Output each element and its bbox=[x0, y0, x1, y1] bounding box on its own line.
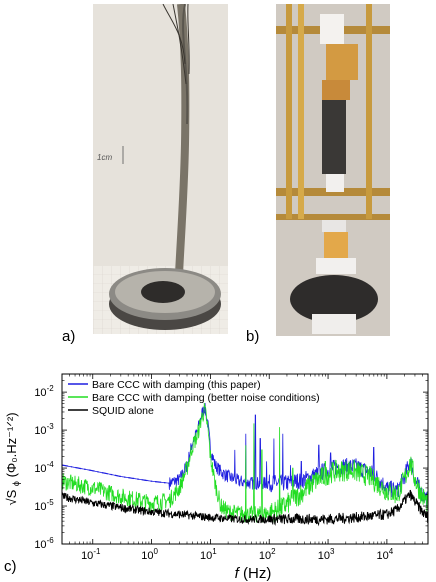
legend-entry: Bare CCC with damping (better noise cond… bbox=[92, 392, 320, 404]
photo-a-sample: 1cm bbox=[93, 4, 228, 334]
legend-entry: Bare CCC with damping (this paper) bbox=[92, 379, 261, 391]
y-axis-unit: (Φ₀.Hz⁻¹ᐟ²) bbox=[4, 412, 19, 477]
x-axis-unit: (Hz) bbox=[243, 565, 271, 582]
y-tick-label: 10-3 bbox=[34, 422, 54, 437]
x-axis-symbol: f bbox=[235, 565, 241, 582]
panel-label-b: b) bbox=[246, 328, 260, 345]
panel-label-c: c) bbox=[4, 558, 17, 575]
legend-entry: SQUID alone bbox=[92, 405, 154, 417]
series-line-3 bbox=[62, 489, 428, 527]
x-tick-label: 100 bbox=[141, 547, 158, 562]
scale-annotation: 1cm bbox=[97, 153, 112, 162]
series-line-2 bbox=[62, 402, 428, 523]
x-tick-label: 10-1 bbox=[81, 547, 101, 562]
y-tick-label: 10-2 bbox=[34, 384, 54, 399]
y-axis-label: √S ϕ (Φ₀.Hz⁻¹ᐟ²) bbox=[4, 412, 22, 505]
x-tick-label: 101 bbox=[200, 547, 217, 562]
x-axis-label: f (Hz) bbox=[235, 565, 272, 582]
y-axis-subscript: ϕ bbox=[11, 481, 21, 486]
photo-b-setup bbox=[276, 4, 390, 336]
panel-label-a: a) bbox=[62, 328, 76, 345]
x-tick-label: 103 bbox=[318, 547, 335, 562]
x-tick-label: 104 bbox=[377, 547, 394, 562]
series-line-1-lowfreq bbox=[62, 464, 170, 484]
legend: Bare CCC with damping (this paper)Bare C… bbox=[68, 379, 320, 417]
y-tick-label: 10-4 bbox=[34, 460, 54, 475]
y-tick-label: 10-5 bbox=[34, 498, 54, 513]
series-line-1 bbox=[62, 402, 428, 507]
y-tick-label: 10-6 bbox=[34, 536, 54, 551]
noise-spectrum-chart: 10-1 100 101 102 103 10410-610-510-410-310-2 … bbox=[4, 373, 429, 582]
plot-frame bbox=[61, 373, 429, 545]
y-axis-symbol: √S bbox=[4, 489, 19, 505]
x-tick-label: 102 bbox=[259, 547, 276, 562]
